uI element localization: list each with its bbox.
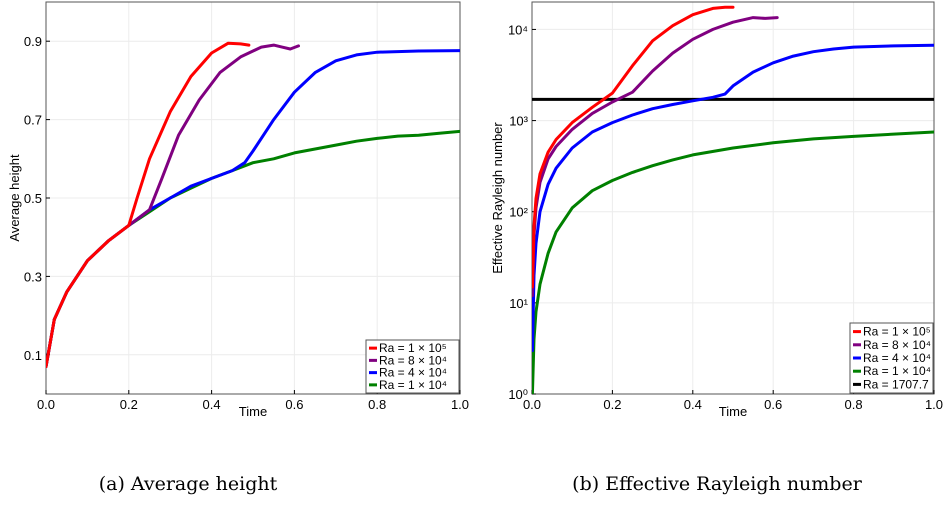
chart-average-height: 0.0 0.2 0.4 0.6 0.8 1.0 0.1 0.3 0.5 0.7 0.9 Time Ave… [7, 1, 469, 495]
x-tick-label: 0.2 [120, 397, 138, 412]
legend-label: Ra = 8 × 10⁴ [863, 338, 931, 352]
y-tick-label: 0.7 [24, 113, 42, 128]
y-axis-label: Average height [7, 154, 22, 242]
y-tick-label: 0.1 [24, 348, 42, 363]
figure-caption: (a) Average height [99, 473, 278, 495]
series-group [532, 5, 934, 394]
x-tick-label: 0.4 [684, 397, 702, 412]
legend-label: Ra = 1 × 10⁴ [863, 364, 931, 378]
y-tick-label: 0.3 [24, 269, 42, 284]
x-tick-label: 0.4 [203, 397, 221, 412]
series-group [46, 41, 460, 369]
y-tick-label: 10³ [509, 114, 528, 129]
y-tick-label: 10⁰ [508, 387, 528, 402]
legend-label: Ra = 8 × 10⁴ [379, 353, 447, 367]
legend-label: Ra = 1 × 10⁴ [379, 378, 447, 392]
x-tick-label: 0.2 [603, 397, 621, 412]
x-axis-label: Time [719, 404, 747, 419]
x-tick-label: 0.8 [845, 397, 863, 412]
legend-box [849, 322, 934, 394]
y-tick-label: 0.5 [24, 191, 42, 206]
x-tick-label: 0.6 [285, 397, 303, 412]
series-line [532, 130, 934, 394]
y-tick-label: 10¹ [509, 296, 528, 311]
y-axis-label: Effective Rayleigh number [490, 122, 505, 274]
x-tick-label: 0.8 [368, 397, 386, 412]
series-line [46, 41, 251, 369]
x-tick-label: 0.0 [37, 397, 55, 412]
legend-box [365, 339, 460, 394]
legend-label: Ra = 1 × 10⁵ [863, 325, 931, 339]
x-tick-label: 1.0 [925, 397, 943, 412]
legend-label: Ra = 4 × 10⁴ [379, 366, 447, 380]
x-tick-label: 0.6 [764, 397, 782, 412]
x-axis-label: Time [239, 404, 267, 419]
y-tick-label: 0.9 [24, 34, 42, 49]
x-tick-label: 1.0 [451, 397, 469, 412]
y-tick-label: 10⁴ [508, 22, 528, 37]
plot-frame [531, 1, 935, 395]
figure-caption: (b) Effective Rayleigh number [572, 473, 863, 495]
legend-label: Ra = 1707.7 [863, 377, 929, 391]
x-tick-label: 0.0 [523, 397, 541, 412]
legend-label: Ra = 1 × 10⁵ [379, 341, 447, 355]
y-tick-label: 10² [509, 205, 528, 220]
series-line [532, 5, 735, 289]
chart-effective-rayleigh: 0.0 0.2 0.4 0.6 0.8 1.0 10⁰ 10¹ 10² 10³ 10⁴ Time Eff… [490, 1, 943, 495]
series-line [532, 43, 934, 352]
legend-label: Ra = 4 × 10⁴ [863, 351, 931, 365]
